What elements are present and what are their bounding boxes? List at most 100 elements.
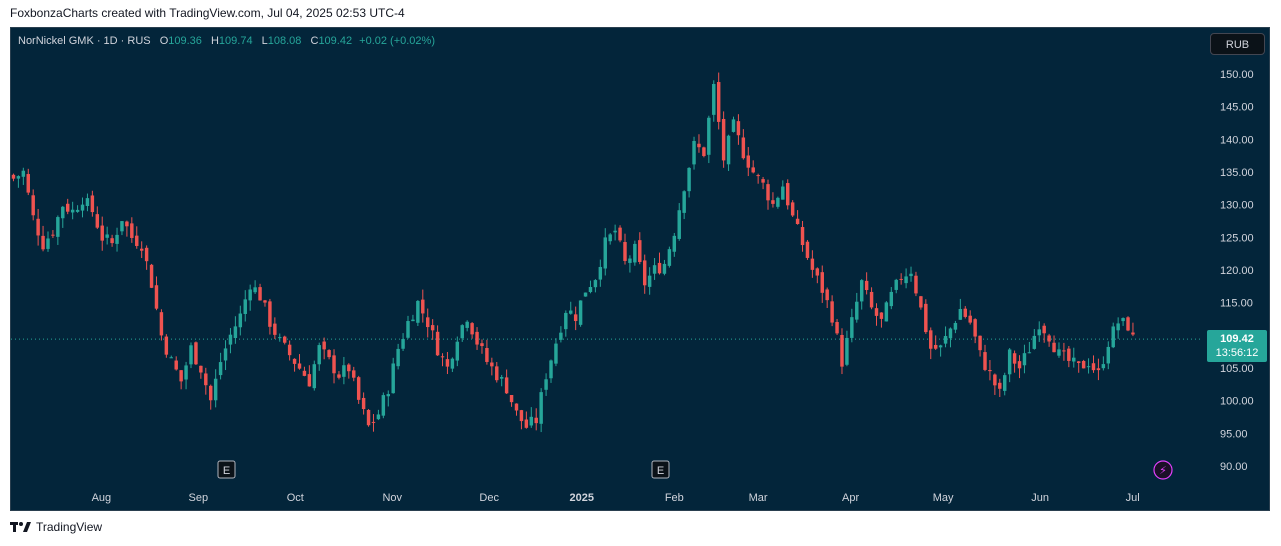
candle[interactable] bbox=[347, 363, 351, 379]
candle[interactable] bbox=[716, 72, 721, 130]
candle[interactable] bbox=[164, 334, 169, 358]
candle[interactable] bbox=[445, 351, 450, 375]
candle[interactable] bbox=[825, 287, 829, 309]
candle[interactable] bbox=[771, 192, 775, 208]
candle[interactable] bbox=[90, 190, 95, 217]
candle[interactable] bbox=[115, 227, 119, 252]
candle[interactable] bbox=[381, 392, 386, 419]
candle[interactable] bbox=[475, 327, 479, 350]
candle[interactable] bbox=[1116, 317, 1120, 339]
candle[interactable] bbox=[1081, 359, 1086, 369]
candle[interactable] bbox=[154, 276, 159, 311]
candle[interactable] bbox=[993, 373, 997, 395]
earnings-marker[interactable]: E bbox=[217, 460, 236, 479]
candle[interactable] bbox=[1106, 341, 1111, 370]
candle[interactable] bbox=[1042, 323, 1046, 343]
candle[interactable] bbox=[559, 326, 563, 343]
candle[interactable] bbox=[1101, 356, 1106, 371]
candle[interactable] bbox=[638, 232, 642, 265]
candle[interactable] bbox=[509, 394, 514, 407]
candle[interactable] bbox=[810, 250, 815, 278]
candle[interactable] bbox=[776, 196, 780, 209]
candle[interactable] bbox=[184, 361, 188, 390]
candle[interactable] bbox=[430, 319, 435, 340]
candle[interactable] bbox=[1086, 358, 1091, 374]
candle[interactable] bbox=[894, 278, 898, 294]
candle[interactable] bbox=[110, 234, 114, 247]
candle[interactable] bbox=[1047, 333, 1051, 347]
candle[interactable] bbox=[746, 147, 751, 177]
candle[interactable] bbox=[56, 215, 60, 245]
candle[interactable] bbox=[194, 341, 198, 365]
candle[interactable] bbox=[973, 318, 977, 344]
candle[interactable] bbox=[889, 287, 894, 310]
candle[interactable] bbox=[613, 224, 617, 241]
candle[interactable] bbox=[504, 369, 509, 394]
candle[interactable] bbox=[159, 309, 164, 341]
candle[interactable] bbox=[36, 208, 40, 246]
candle[interactable] bbox=[218, 352, 223, 380]
candle[interactable] bbox=[815, 267, 820, 284]
candle[interactable] bbox=[465, 320, 469, 332]
candle[interactable] bbox=[149, 263, 154, 289]
candle[interactable] bbox=[909, 266, 913, 282]
candle[interactable] bbox=[273, 317, 277, 339]
candle[interactable] bbox=[282, 335, 287, 345]
candle[interactable] bbox=[1037, 321, 1041, 342]
candle[interactable] bbox=[618, 225, 622, 243]
candle[interactable] bbox=[963, 306, 967, 319]
candle[interactable] bbox=[302, 366, 307, 377]
candle[interactable] bbox=[238, 305, 243, 336]
candle[interactable] bbox=[702, 146, 706, 158]
candle[interactable] bbox=[80, 197, 85, 218]
candle[interactable] bbox=[869, 287, 874, 310]
candle[interactable] bbox=[914, 271, 918, 297]
candle[interactable] bbox=[741, 129, 746, 160]
candle[interactable] bbox=[297, 354, 302, 370]
candle[interactable] bbox=[1121, 317, 1125, 326]
candle[interactable] bbox=[529, 407, 534, 428]
candle[interactable] bbox=[243, 290, 247, 322]
candle[interactable] bbox=[790, 200, 795, 217]
candle[interactable] bbox=[16, 175, 21, 188]
candle[interactable] bbox=[662, 259, 667, 276]
candle[interactable] bbox=[835, 318, 839, 336]
candle[interactable] bbox=[1091, 355, 1096, 373]
candle[interactable] bbox=[573, 306, 578, 331]
candle[interactable] bbox=[692, 136, 696, 170]
candle[interactable] bbox=[845, 330, 849, 367]
candle[interactable] bbox=[1022, 344, 1027, 374]
candle[interactable] bbox=[830, 295, 834, 327]
candle[interactable] bbox=[61, 205, 65, 228]
candle[interactable] bbox=[840, 328, 844, 375]
candle[interactable] bbox=[1052, 335, 1056, 353]
candle[interactable] bbox=[1126, 316, 1130, 332]
candle[interactable] bbox=[1012, 350, 1017, 373]
candle[interactable] bbox=[490, 357, 494, 376]
candle[interactable] bbox=[440, 353, 445, 367]
candle[interactable] bbox=[189, 342, 193, 369]
candle[interactable] bbox=[278, 333, 282, 342]
candle[interactable] bbox=[682, 190, 686, 220]
candle[interactable] bbox=[85, 193, 90, 212]
candle[interactable] bbox=[179, 370, 183, 390]
candle[interactable] bbox=[41, 225, 45, 252]
candle[interactable] bbox=[958, 298, 963, 320]
candle[interactable] bbox=[549, 359, 553, 383]
chart-svg[interactable]: 90.0095.00100.00105.00110.00115.00120.00… bbox=[11, 28, 1270, 511]
candle[interactable] bbox=[1067, 345, 1071, 368]
candle[interactable] bbox=[761, 176, 765, 190]
candle[interactable] bbox=[623, 233, 627, 265]
candle[interactable] bbox=[593, 279, 598, 293]
candle[interactable] bbox=[672, 232, 677, 257]
candle[interactable] bbox=[356, 375, 361, 404]
candle[interactable] bbox=[258, 283, 262, 301]
candle[interactable] bbox=[317, 342, 321, 371]
candle[interactable] bbox=[534, 408, 538, 431]
candle[interactable] bbox=[850, 308, 854, 343]
candle[interactable] bbox=[322, 337, 326, 360]
candle[interactable] bbox=[633, 240, 637, 266]
candle[interactable] bbox=[578, 300, 583, 327]
candle[interactable] bbox=[209, 384, 213, 410]
candle[interactable] bbox=[864, 272, 869, 295]
